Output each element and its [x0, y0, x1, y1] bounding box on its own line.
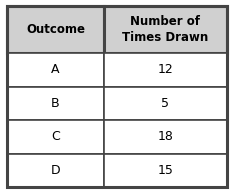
Bar: [104, 6, 227, 53]
Bar: [104, 154, 227, 187]
Bar: [7, 53, 104, 86]
Text: B: B: [51, 97, 60, 110]
Text: 18: 18: [157, 130, 173, 143]
Text: Outcome: Outcome: [26, 23, 85, 36]
Bar: [104, 86, 227, 120]
Bar: [104, 120, 227, 154]
Text: C: C: [51, 130, 60, 143]
Text: 15: 15: [157, 164, 173, 177]
Text: 12: 12: [157, 63, 173, 76]
Bar: [7, 6, 104, 53]
Text: 5: 5: [161, 97, 169, 110]
Text: D: D: [51, 164, 60, 177]
Text: A: A: [51, 63, 60, 76]
Bar: [104, 53, 227, 86]
Bar: [7, 86, 104, 120]
Text: Number of
Times Drawn: Number of Times Drawn: [122, 15, 208, 44]
Bar: [7, 154, 104, 187]
Bar: [7, 120, 104, 154]
